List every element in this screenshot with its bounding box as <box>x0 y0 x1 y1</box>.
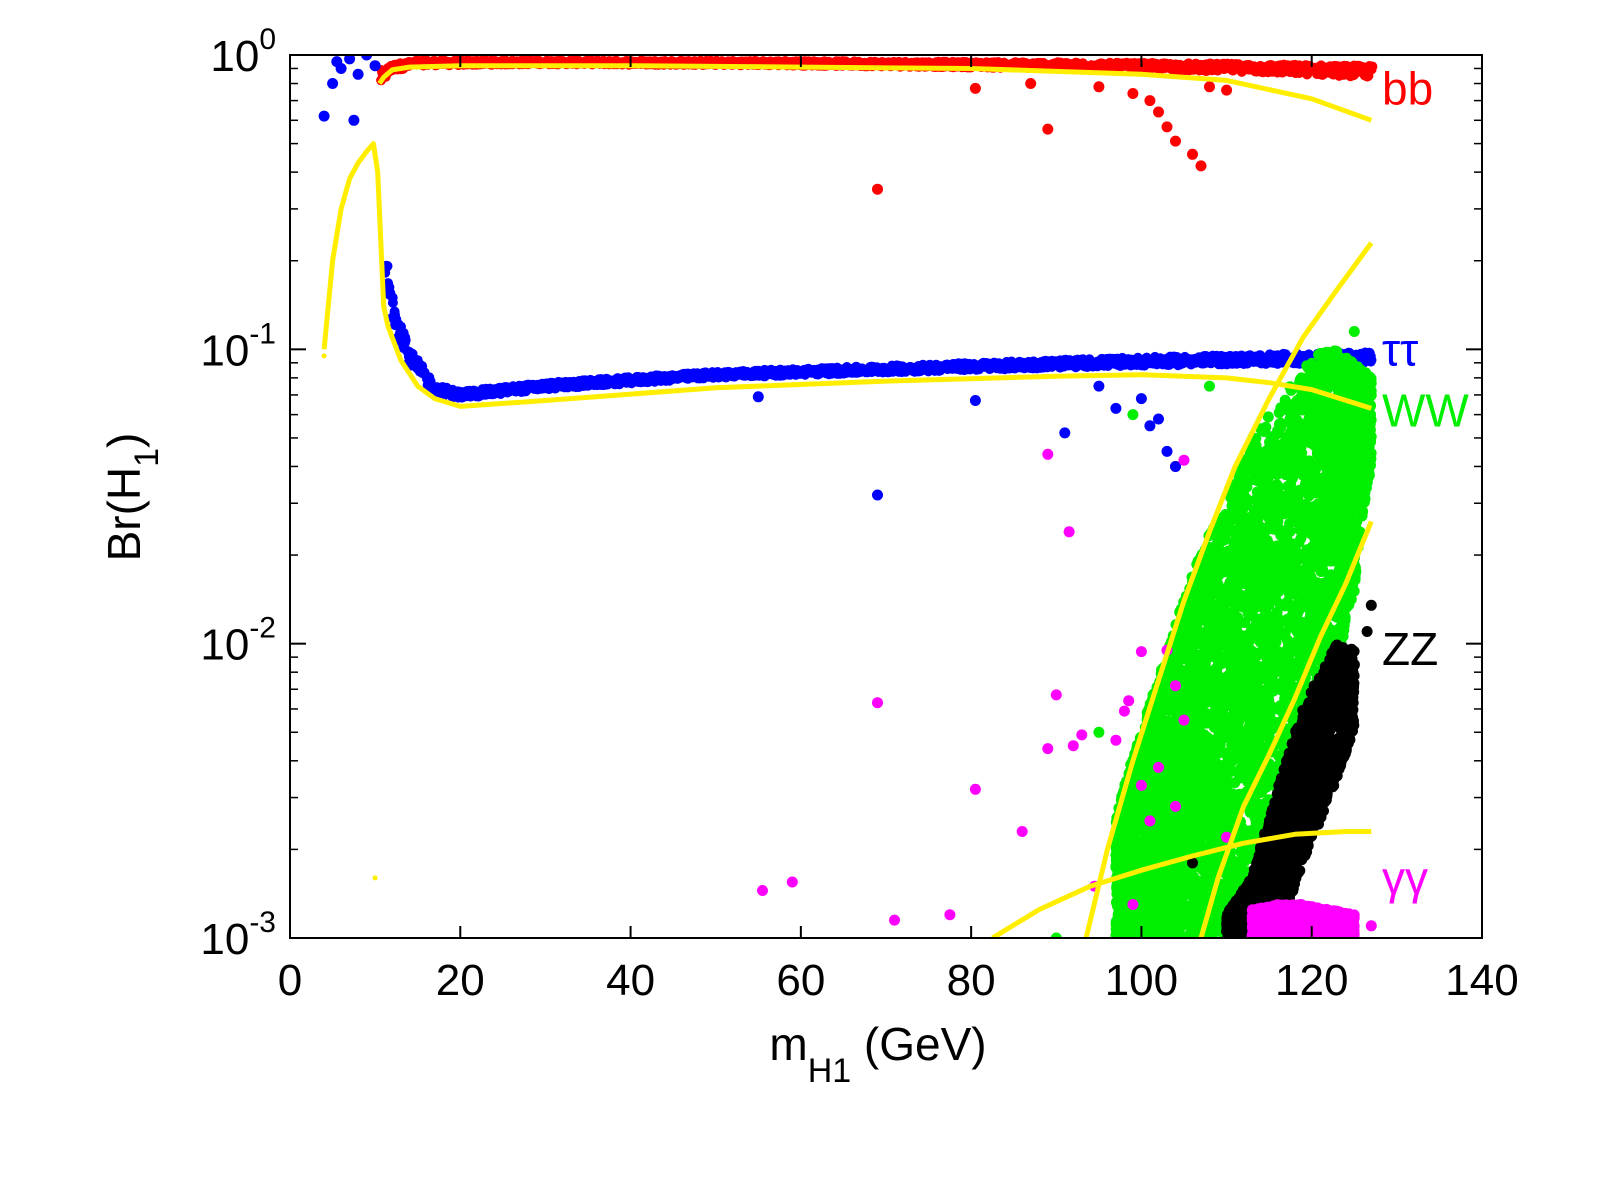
data-point <box>872 489 883 501</box>
data-point <box>872 183 883 195</box>
data-point <box>1170 135 1181 147</box>
data-point <box>1042 123 1054 135</box>
data-point <box>331 56 343 68</box>
data-point <box>1221 84 1233 96</box>
data-point <box>1195 160 1207 172</box>
plot-area <box>318 55 1378 938</box>
data-point <box>1059 427 1071 439</box>
data-point <box>1025 78 1037 89</box>
data-point <box>1161 121 1173 133</box>
data-point <box>348 114 360 126</box>
data-point <box>1144 95 1156 107</box>
data-point <box>352 68 364 80</box>
data-point <box>1127 88 1139 99</box>
data-point <box>1365 356 1376 367</box>
data-point <box>1093 81 1105 93</box>
data-point <box>1153 106 1164 118</box>
data-point <box>1161 445 1173 457</box>
data-point <box>1110 402 1122 414</box>
data-point <box>327 78 339 89</box>
data-point <box>752 391 764 403</box>
data-point <box>400 335 411 346</box>
data-point <box>387 297 398 308</box>
data-point <box>1367 61 1378 72</box>
data-point <box>1144 420 1156 432</box>
data-point <box>1135 393 1147 405</box>
data-point <box>1187 148 1198 160</box>
data-point <box>369 60 381 72</box>
data-point <box>318 110 330 122</box>
data-point <box>1153 413 1164 425</box>
data-point <box>969 82 981 94</box>
data-point <box>1204 81 1215 93</box>
data-point <box>1093 380 1105 392</box>
data-point <box>969 395 981 406</box>
